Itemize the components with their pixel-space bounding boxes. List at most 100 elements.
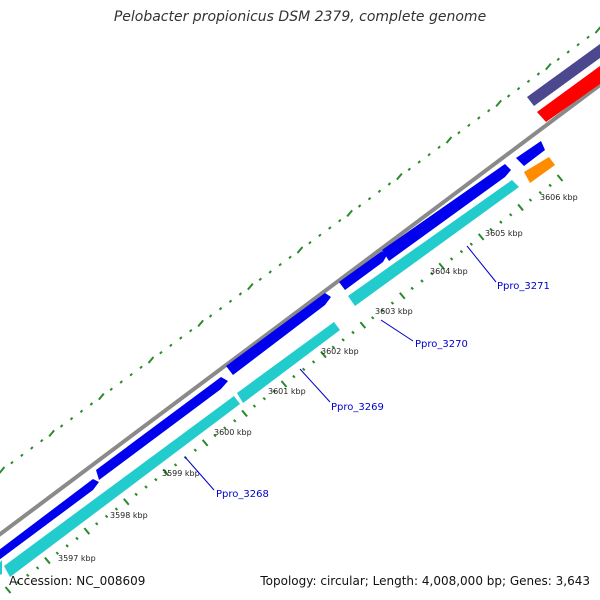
tick-mark <box>109 387 113 392</box>
gene-leader-line <box>299 368 331 403</box>
tick-mark <box>359 321 367 329</box>
tick-mark <box>179 336 183 340</box>
tick-mark <box>302 367 306 371</box>
tick-mark <box>586 35 590 40</box>
tick-mark <box>487 108 491 113</box>
tick-mark <box>20 453 24 458</box>
tick-mark <box>95 522 99 526</box>
tick-mark <box>320 350 327 359</box>
tick-mark <box>69 416 74 421</box>
tick-mark <box>4 586 12 594</box>
tick-mark <box>430 271 434 276</box>
tick-mark <box>288 255 292 260</box>
tick-mark <box>517 203 524 212</box>
tick-mark <box>75 536 79 541</box>
tick-mark <box>129 372 133 377</box>
tick-mark <box>438 262 445 270</box>
tick-mark <box>536 72 541 76</box>
tick-mark <box>548 183 552 188</box>
tick-mark <box>556 57 560 62</box>
tick-mark <box>228 299 233 304</box>
tick-mark <box>528 198 533 202</box>
tick-mark <box>318 233 322 238</box>
tick-mark <box>26 573 30 577</box>
scale-label: 3604 kbp <box>430 267 468 276</box>
tick-mark <box>193 448 197 452</box>
reverse-cds <box>4 396 240 577</box>
forward-cds <box>516 141 545 166</box>
tick-mark <box>516 86 521 91</box>
reverse-cds-track <box>0 157 555 577</box>
tick-mark <box>162 468 169 476</box>
tick-mark <box>445 136 453 144</box>
genome-summary-text: Topology: circular; Length: 4,008,000 bp… <box>260 574 590 588</box>
tick-mark <box>79 409 84 414</box>
tick-mark <box>59 424 64 428</box>
tick-mark <box>223 426 227 430</box>
tick-mark <box>159 350 163 355</box>
tick-mark <box>367 196 372 201</box>
tick-mark <box>459 249 464 254</box>
tick-mark <box>139 365 143 370</box>
gene-label[interactable]: Ppro_3269 <box>331 402 384 413</box>
forward-cds <box>96 377 228 480</box>
scale-label: 3597 kbp <box>58 554 96 563</box>
tick-mark <box>262 397 266 401</box>
tick-mark <box>144 485 148 489</box>
tick-mark <box>238 292 243 296</box>
tick-mark <box>114 507 119 511</box>
tick-mark <box>437 145 441 150</box>
tick-mark <box>296 246 304 254</box>
gene-label[interactable]: Ppro_3271 <box>497 281 550 292</box>
tick-mark <box>556 174 564 182</box>
tick-mark <box>594 26 600 34</box>
scale-label: 3603 kbp <box>375 307 413 316</box>
gene-label[interactable]: Ppro_3270 <box>415 339 468 350</box>
tick-mark <box>119 380 123 384</box>
tick-mark <box>341 338 345 342</box>
forward-cds <box>0 479 99 560</box>
tick-mark <box>371 316 375 320</box>
reverse-cds <box>348 180 519 306</box>
gene-label[interactable]: Ppro_3268 <box>216 489 269 500</box>
orange-feature <box>524 157 555 183</box>
tick-mark <box>30 446 34 450</box>
tick-mark <box>40 438 44 443</box>
tick-mark <box>197 319 204 327</box>
tick-mark <box>545 63 552 71</box>
tick-mark <box>44 556 51 565</box>
tick-mark <box>169 343 173 348</box>
map-title: Pelobacter propionicus DSM 2379, complet… <box>113 9 487 25</box>
tick-mark <box>387 182 392 186</box>
tick-mark <box>338 218 342 223</box>
tick-mark <box>449 257 454 261</box>
forward-cds <box>382 164 511 261</box>
tick-mark <box>427 152 431 157</box>
tick-mark <box>308 240 312 245</box>
tick-mark <box>509 213 513 217</box>
tick-mark <box>377 189 382 194</box>
tick-mark <box>268 270 272 274</box>
forward-cds <box>226 293 331 375</box>
tick-mark <box>526 79 531 84</box>
tick-mark <box>123 498 130 506</box>
top-feature-purple <box>527 44 600 106</box>
tick-mark <box>258 277 262 282</box>
tick-mark <box>241 409 248 418</box>
reverse-cds <box>237 322 340 403</box>
gene-leader-line <box>380 319 414 342</box>
tick-mark <box>410 286 414 291</box>
tick-mark <box>65 544 69 548</box>
tick-mark <box>576 42 580 47</box>
tick-mark <box>252 404 257 408</box>
tick-mark <box>104 514 109 519</box>
tick-mark <box>467 123 471 128</box>
tick-mark <box>538 191 542 195</box>
tick-mark <box>35 566 40 570</box>
tick-mark <box>154 477 158 482</box>
tick-mark <box>292 374 296 379</box>
scale-label: 3599 kbp <box>162 469 200 478</box>
tick-mark <box>390 301 395 305</box>
tick-mark <box>134 492 138 497</box>
